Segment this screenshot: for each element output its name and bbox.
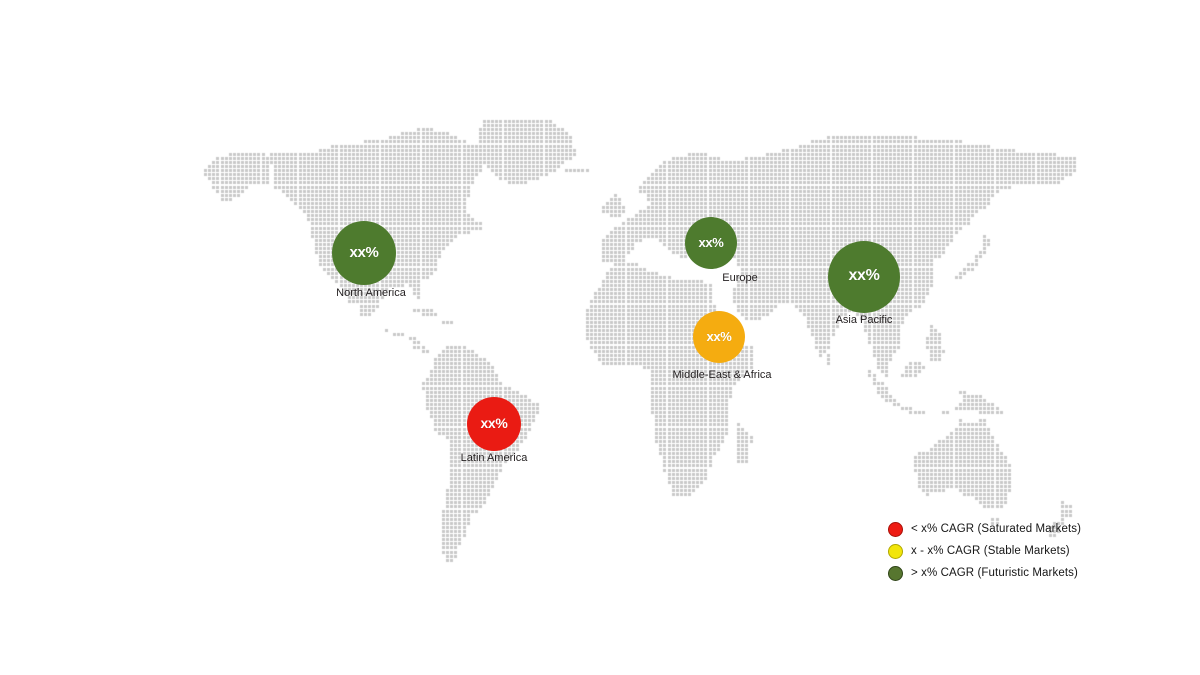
region-bubble-europe[interactable]: xx% [685,217,737,269]
region-value-latin-america: xx% [480,415,508,431]
legend-label-futuristic: > x% CAGR (Futuristic Markets) [911,567,1078,579]
legend-label-saturated: < x% CAGR (Saturated Markets) [911,523,1082,535]
region-label-middle-east-africa: Middle-East & Africa [672,369,772,381]
region-label-europe: Europe [722,272,758,284]
legend-item-stable[interactable]: x - x% CAGR (Stable Markets) [888,540,1081,562]
region-bubble-north-america[interactable]: xx% [332,221,396,285]
region-value-north-america: xx% [349,243,379,261]
region-label-latin-america: Latin America [460,452,528,464]
legend-dot-saturated-icon [888,521,903,537]
legend-label-stable: x - x% CAGR (Stable Markets) [911,545,1070,557]
region-bubble-latin-america[interactable]: xx% [467,397,521,451]
legend-item-futuristic[interactable]: > x% CAGR (Futuristic Markets) [888,562,1081,584]
region-bubble-asia-pacific[interactable]: xx% [828,241,900,313]
legend-dot-futuristic-icon [888,565,903,581]
region-label-asia-pacific: Asia Pacific [835,314,893,326]
region-label-north-america: North America [336,287,406,299]
legend-dot-stable-icon [888,543,903,559]
region-value-europe: xx% [698,234,724,250]
legend: < x% CAGR (Saturated Markets) x - x% CAGR… [888,518,1081,584]
region-value-middle-east-africa: xx% [706,328,732,344]
region-value-asia-pacific: xx% [848,267,880,284]
legend-item-saturated[interactable]: < x% CAGR (Saturated Markets) [888,518,1081,540]
region-bubble-middle-east-africa[interactable]: xx% [693,311,745,363]
